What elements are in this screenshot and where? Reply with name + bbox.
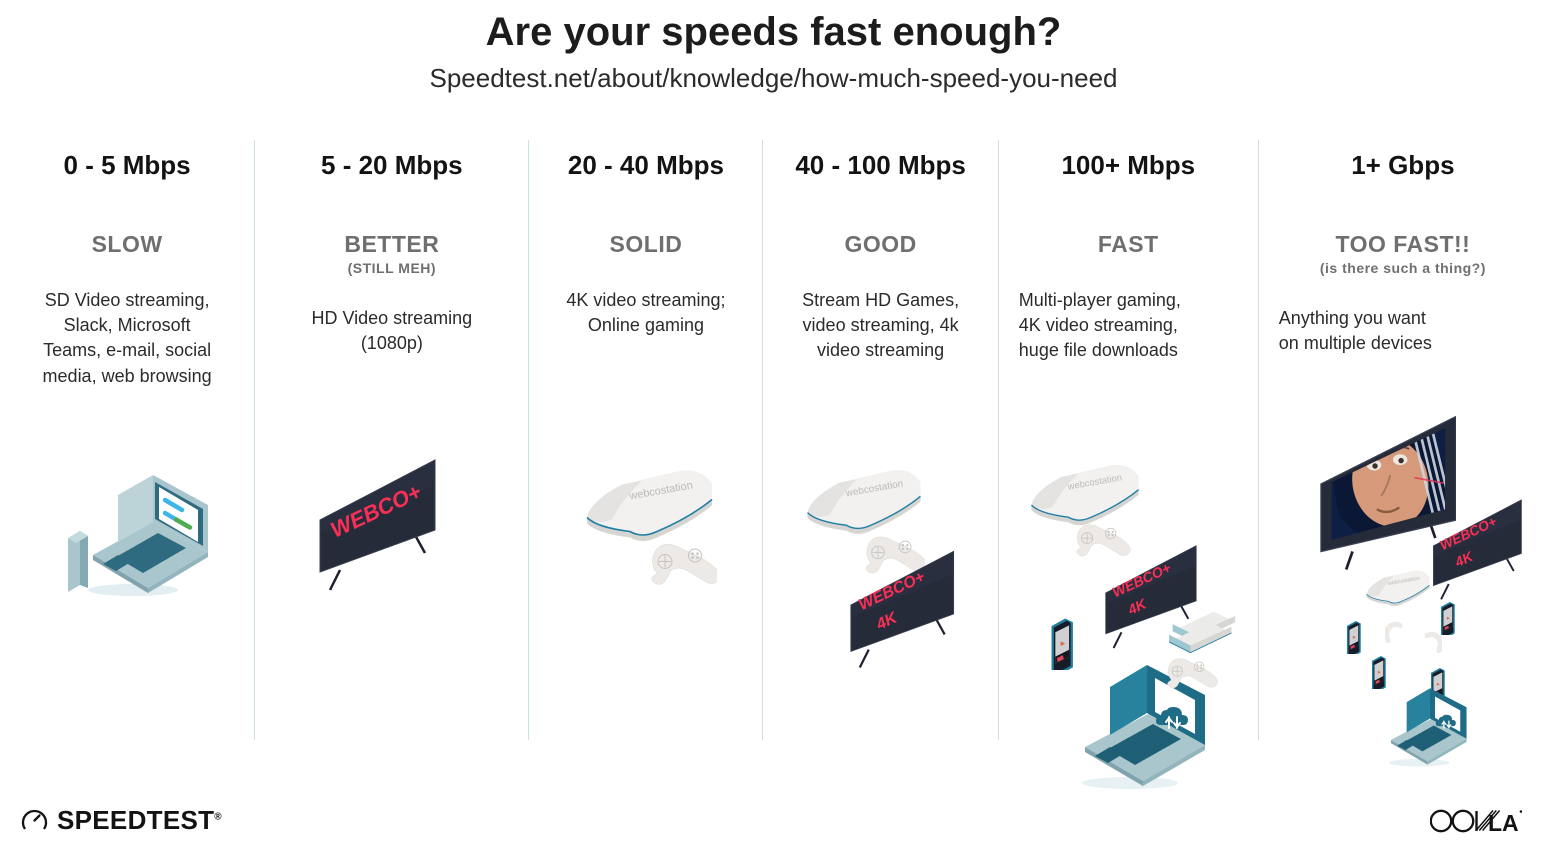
svg-text:LA: LA (1488, 810, 1519, 834)
